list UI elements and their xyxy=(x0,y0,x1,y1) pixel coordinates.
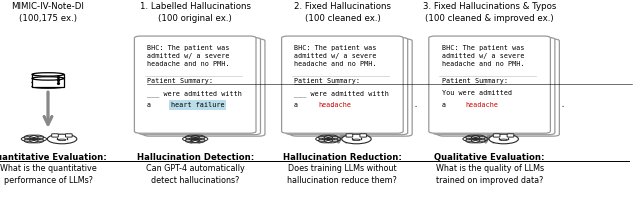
Ellipse shape xyxy=(353,139,360,141)
Text: .: . xyxy=(561,102,565,108)
Text: a: a xyxy=(147,102,156,108)
Ellipse shape xyxy=(32,85,64,88)
Circle shape xyxy=(47,134,77,144)
FancyBboxPatch shape xyxy=(346,134,353,137)
FancyBboxPatch shape xyxy=(291,39,412,136)
FancyBboxPatch shape xyxy=(286,38,408,135)
Text: Patient Summary:: Patient Summary: xyxy=(294,78,360,84)
Text: a: a xyxy=(294,102,303,108)
Text: a: a xyxy=(442,102,450,108)
FancyBboxPatch shape xyxy=(139,38,260,135)
Text: ___ were admitted witth: ___ were admitted witth xyxy=(294,90,389,97)
Text: Does training LLMs without
hallucination reduce them?: Does training LLMs without hallucination… xyxy=(287,164,397,185)
FancyBboxPatch shape xyxy=(134,36,256,133)
Circle shape xyxy=(342,134,371,144)
Text: Hallucination Reduction:: Hallucination Reduction: xyxy=(283,153,402,162)
FancyBboxPatch shape xyxy=(433,38,555,135)
Text: Patient Summary:: Patient Summary: xyxy=(442,78,508,84)
FancyBboxPatch shape xyxy=(52,134,58,137)
Text: You were admitted: You were admitted xyxy=(442,90,516,97)
Ellipse shape xyxy=(500,139,508,141)
Text: BHC: The patient was
admitted w/ a severe
headache and no PMH.: BHC: The patient was admitted w/ a sever… xyxy=(442,45,524,67)
Bar xyxy=(32,74,64,87)
FancyBboxPatch shape xyxy=(507,134,514,137)
Circle shape xyxy=(489,134,518,144)
Ellipse shape xyxy=(32,77,64,80)
Text: BHC: The patient was
admitted w/ a severe
headache and no PMH.: BHC: The patient was admitted w/ a sever… xyxy=(294,45,377,67)
Text: 2. Fixed Hallucinations
(100 cleaned ex.): 2. Fixed Hallucinations (100 cleaned ex.… xyxy=(294,2,391,23)
FancyBboxPatch shape xyxy=(493,134,500,137)
FancyBboxPatch shape xyxy=(429,36,550,133)
FancyBboxPatch shape xyxy=(65,134,72,137)
FancyBboxPatch shape xyxy=(438,39,559,136)
FancyBboxPatch shape xyxy=(360,134,367,137)
Ellipse shape xyxy=(32,73,64,76)
Text: Can GPT-4 automatically
detect hallucinations?: Can GPT-4 automatically detect hallucina… xyxy=(146,164,244,185)
Text: Hallucination Detection:: Hallucination Detection: xyxy=(136,153,254,162)
FancyBboxPatch shape xyxy=(282,36,403,133)
Text: MIMIC-IV-Note-DI
(100,175 ex.): MIMIC-IV-Note-DI (100,175 ex.) xyxy=(12,2,84,23)
Text: heart failure: heart failure xyxy=(171,102,225,108)
Text: What is the quality of LLMs
trained on improved data?: What is the quality of LLMs trained on i… xyxy=(436,164,543,185)
Text: 3. Fixed Hallucinations & Typos
(100 cleaned & improved ex.): 3. Fixed Hallucinations & Typos (100 cle… xyxy=(423,2,556,23)
Text: 1. Labelled Hallucinations
(100 original ex.): 1. Labelled Hallucinations (100 original… xyxy=(140,2,251,23)
Text: Qualitative Evaluation:: Qualitative Evaluation: xyxy=(435,153,545,162)
FancyBboxPatch shape xyxy=(143,39,265,136)
Text: What is the quantitative
performance of LLMs?: What is the quantitative performance of … xyxy=(0,164,97,185)
Text: .: . xyxy=(330,102,334,108)
Text: .: . xyxy=(413,102,418,108)
Ellipse shape xyxy=(58,139,66,141)
Text: Quantitative Evaluation:: Quantitative Evaluation: xyxy=(0,153,107,162)
Text: BHC: The patient was
admitted w/ a severe
headache and no PMH.: BHC: The patient was admitted w/ a sever… xyxy=(147,45,230,67)
Text: Patient Summary:: Patient Summary: xyxy=(147,78,213,84)
Ellipse shape xyxy=(32,81,64,84)
Text: headache: headache xyxy=(465,102,499,108)
Text: headache: headache xyxy=(318,102,351,108)
Text: ___ were admitted witth: ___ were admitted witth xyxy=(147,90,242,97)
